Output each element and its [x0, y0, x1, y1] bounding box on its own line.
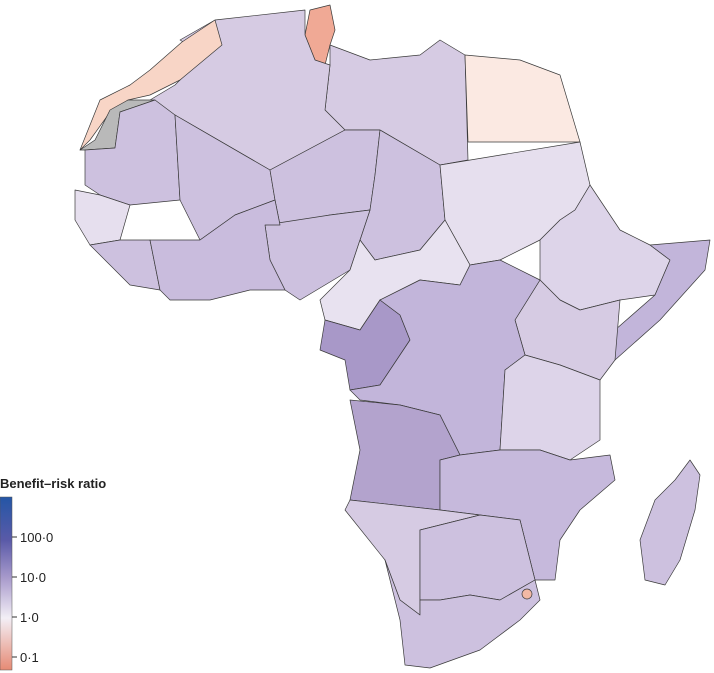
- legend-tick-label: 0·1: [20, 650, 39, 665]
- guinea: [89, 239, 161, 291]
- legend-title: Benefit–risk ratio: [0, 476, 106, 491]
- south-africa: [384, 559, 541, 669]
- colorbar: [0, 496, 13, 671]
- eswatini: [521, 588, 533, 600]
- countries: [74, 4, 711, 669]
- madagascar: [639, 459, 701, 586]
- legend-tick-label: 10·0: [20, 570, 46, 585]
- botswana-zimbabwe: [419, 514, 536, 601]
- legend-tick-label: 100·0: [20, 530, 53, 545]
- legend: Benefit–risk ratio 100·0 10·0 1·0 0·1: [0, 476, 106, 671]
- west-africa: [149, 199, 286, 301]
- legend-ticks: 100·0 10·0 1·0 0·1: [12, 530, 53, 665]
- legend-tick-label: 1·0: [20, 610, 39, 625]
- egypt: [464, 54, 581, 143]
